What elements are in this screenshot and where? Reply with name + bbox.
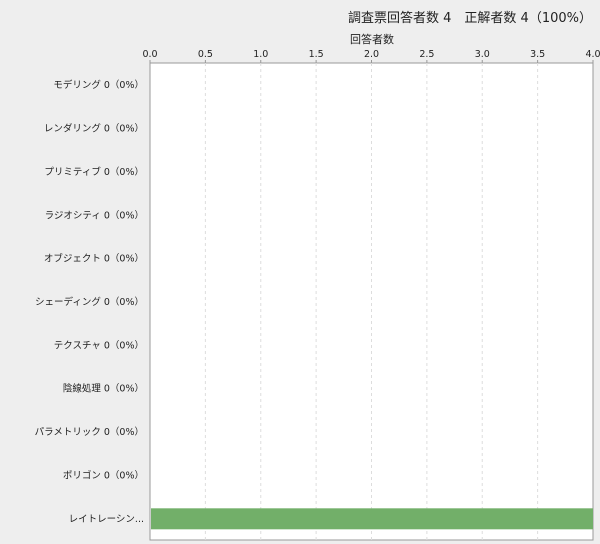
category-label: モデリング 0（0%） [53,79,144,91]
chart-title: 調査票回答者数 4 正解者数 4（100%） [348,11,592,26]
category-label: ポリゴン 0（0%） [63,469,144,481]
x-tick-label: 0.5 [198,49,213,60]
x-tick-label: 2.0 [364,49,379,60]
category-label: レンダリング 0（0%） [44,123,144,135]
category-label: オブジェクト 0（0%） [44,253,144,265]
x-tick-label: 1.5 [309,49,324,60]
x-tick-label: 1.0 [253,49,268,60]
category-label: プリミティブ 0（0%） [44,166,144,178]
x-tick-label: 0.0 [142,49,157,60]
category-label: シェーディング 0（0%） [35,296,144,308]
bar [151,508,593,530]
category-label: 陰線処理 0（0%） [63,383,144,395]
category-label: レイトレーシン... [69,514,144,525]
x-tick-label: 3.5 [530,49,545,60]
x-tick-label: 3.0 [475,49,490,60]
category-label: テクスチャ 0（0%） [54,339,144,351]
category-label: パラメトリック 0（0%） [35,426,144,438]
x-axis-label: 回答者数 [350,33,394,46]
plot-area [149,62,594,541]
category-label: ラジオシティ 0（0%） [45,209,144,221]
x-tick-label: 4.0 [585,49,600,60]
x-tick-label: 2.5 [419,49,434,60]
